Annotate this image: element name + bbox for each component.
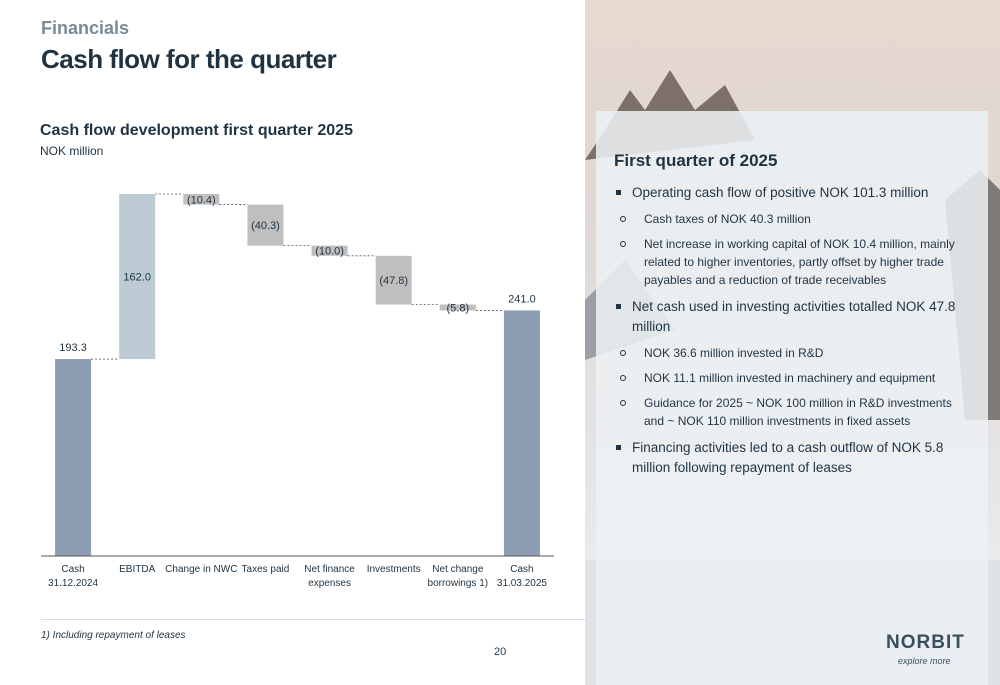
chart: 193.3 Cash 31.12.2024 162.0 EBITDA (10.4) Chan… <box>41 193 554 589</box>
data-label: (5.8) <box>447 302 470 314</box>
sub-bullet: NOK 11.1 million invested in machinery a… <box>614 369 970 387</box>
x-tick-label: Taxes paid <box>242 564 290 575</box>
slide-title: Cash flow for the quarter <box>41 44 337 74</box>
bar <box>311 245 348 256</box>
bullet: Net cash used in investing activities to… <box>614 297 970 337</box>
data-label: (10.4) <box>187 194 216 206</box>
chart-subtitle: NOK million <box>40 144 104 158</box>
x-tick-label: Change in NWC <box>165 564 237 575</box>
panel-title: First quarter of 2025 <box>614 151 778 170</box>
bar <box>439 304 476 311</box>
data-label: (47.8) <box>379 275 408 287</box>
data-label: 193.3 <box>59 342 87 354</box>
x-tick-label: Cash 31.03.2025 <box>497 564 547 589</box>
data-label: (40.3) <box>251 220 280 232</box>
x-tick-label: Cash 31.12.2024 <box>48 564 98 589</box>
logo: NORBIT <box>886 632 965 653</box>
bullet: Financing activities led to a cash outfl… <box>614 438 970 478</box>
bullet: Operating cash flow of positive NOK 101.… <box>614 183 970 203</box>
section-label: Financials <box>41 18 130 38</box>
data-label: (10.0) <box>315 246 344 258</box>
bar <box>375 255 412 305</box>
sub-bullet: Net increase in working capital of NOK 1… <box>614 235 970 289</box>
x-tick-label: Net finance expenses <box>304 564 355 589</box>
sub-bullet: Cash taxes of NOK 40.3 million <box>614 210 970 228</box>
separator <box>41 619 585 620</box>
bar <box>119 193 156 360</box>
data-label: 162.0 <box>123 272 151 284</box>
footnote: 1) Including repayment of leases <box>41 630 186 641</box>
x-tick-label: EBITDA <box>119 564 155 575</box>
info-panel: First quarter of 2025 Operating cash flo… <box>596 111 988 685</box>
data-label: 241.0 <box>508 293 536 305</box>
page-number: 20 <box>494 646 507 658</box>
bar <box>503 310 540 556</box>
x-tick-label: Investments <box>367 564 421 575</box>
sub-bullet: Guidance for 2025 ~ NOK 100 million in R… <box>614 394 970 430</box>
bar <box>55 359 92 556</box>
bar <box>183 193 220 205</box>
bullet-list: Operating cash flow of positive NOK 101.… <box>614 183 970 478</box>
x-tick-label: Net change borrowings 1) <box>428 564 489 589</box>
bar <box>247 204 284 246</box>
chart-title: Cash flow development first quarter 2025 <box>40 122 353 139</box>
sub-bullet: NOK 36.6 million invested in R&D <box>614 344 970 362</box>
logo-tagline: explore more <box>898 656 951 666</box>
